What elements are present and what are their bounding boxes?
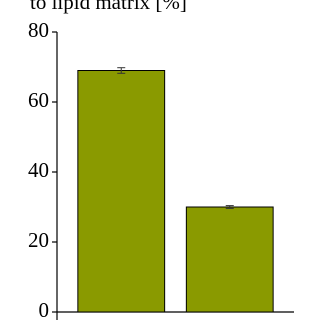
y-tick-label: 0 xyxy=(39,298,50,320)
y-tick-label: 20 xyxy=(28,228,49,252)
bar xyxy=(77,70,166,313)
error-bar xyxy=(117,67,126,74)
bar xyxy=(185,206,274,313)
y-tick-label: 60 xyxy=(28,88,49,112)
error-bar xyxy=(225,205,234,209)
y-tick-label: 40 xyxy=(28,158,49,182)
chart-title: to lipid matrix [%] xyxy=(30,0,187,14)
y-tick-label: 80 xyxy=(28,18,49,42)
